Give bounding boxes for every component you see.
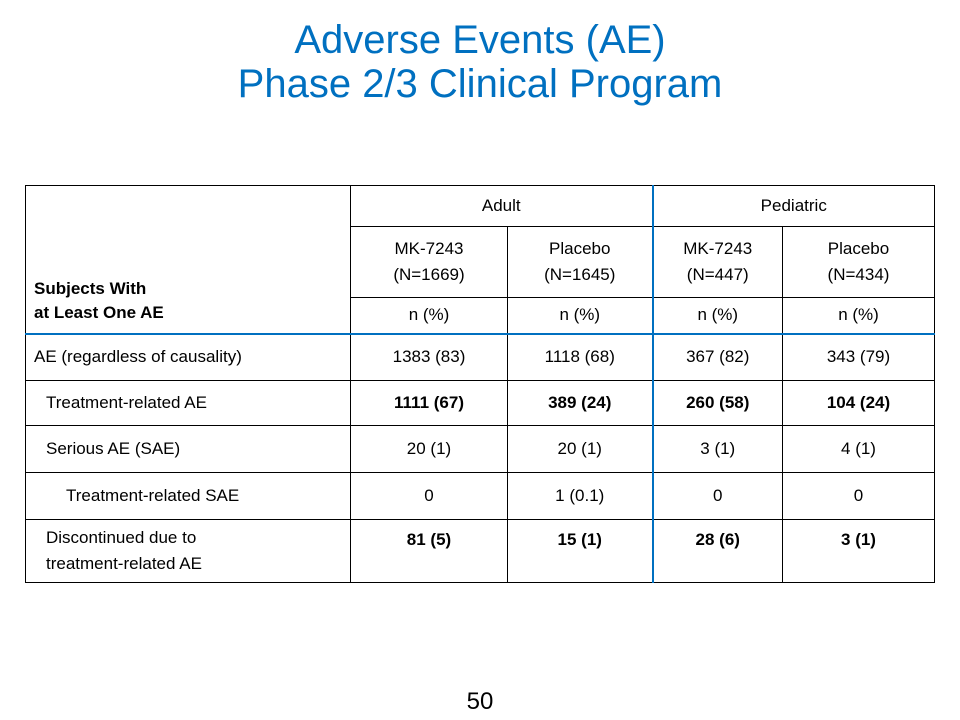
arm-name: Placebo — [549, 239, 611, 258]
table-cell: 1383 (83) — [350, 333, 508, 381]
unit-header: n (%) — [507, 297, 653, 335]
table-cell: 3 (1) — [782, 519, 935, 583]
row-label: AE (regardless of causality) — [25, 333, 351, 381]
table-cell: 28 (6) — [651, 519, 783, 583]
table-cell: 0 — [782, 472, 935, 520]
arm-n: (N=1669) — [393, 265, 465, 284]
table-cell: 367 (82) — [651, 333, 783, 381]
table-cell: 343 (79) — [782, 333, 935, 381]
table-cell: 20 (1) — [507, 425, 653, 473]
header-row-groups: Subjects With at Least One AE Adult Pedi… — [25, 185, 935, 335]
table-cell: 81 (5) — [350, 519, 508, 583]
arm-header: MK-7243 (N=447) — [651, 226, 783, 298]
row-label: Treatment-related AE — [25, 380, 351, 426]
table-row: Serious AE (SAE) 20 (1) 20 (1) 3 (1) 4 (… — [25, 425, 935, 473]
table-cell: 260 (58) — [651, 380, 783, 426]
table-cell: 104 (24) — [782, 380, 935, 426]
table-cell: 1118 (68) — [507, 333, 653, 381]
table-row: Discontinued due to treatment-related AE… — [25, 519, 935, 583]
row-header-label-line-2: at Least One AE — [34, 302, 164, 322]
table-cell: 1111 (67) — [350, 380, 508, 426]
table-cell: 389 (24) — [507, 380, 653, 426]
arm-header: Placebo (N=1645) — [507, 226, 653, 298]
table-cell: 4 (1) — [782, 425, 935, 473]
row-label: Discontinued due to treatment-related AE — [25, 519, 351, 583]
row-header-label: Subjects With at Least One AE — [25, 185, 351, 335]
table-cell: 20 (1) — [350, 425, 508, 473]
row-label-line-1: Discontinued due to — [46, 528, 197, 547]
table-cell: 0 — [350, 472, 508, 520]
title-line-2: Phase 2/3 Clinical Program — [237, 62, 723, 106]
adverse-events-table: Subjects With at Least One AE Adult Pedi… — [25, 185, 935, 583]
table-cell: 1 (0.1) — [507, 472, 653, 520]
arm-n: (N=447) — [686, 265, 749, 284]
arm-header: Placebo (N=434) — [782, 226, 935, 298]
table-row: Treatment-related AE 1111 (67) 389 (24) … — [25, 380, 935, 426]
row-label: Treatment-related SAE — [25, 472, 351, 520]
table-cell: 15 (1) — [507, 519, 653, 583]
page-number: 50 — [466, 688, 494, 715]
header-row-arms: MK-7243 (N=1669) Placebo (N=1645) MK-724… — [26, 226, 935, 298]
table-row: AE (regardless of causality) 1383 (83) 1… — [25, 333, 935, 381]
table-cell: 3 (1) — [651, 425, 783, 473]
table-row: Treatment-related SAE 0 1 (0.1) 0 0 — [25, 472, 935, 520]
arm-n: (N=434) — [827, 265, 890, 284]
row-header-label-line-1: Subjects With — [34, 278, 147, 298]
slide-title: Adverse Events (AE) Phase 2/3 Clinical P… — [0, 18, 960, 106]
group-header-pediatric: Pediatric — [651, 185, 935, 227]
unit-header: n (%) — [350, 297, 508, 335]
arm-name: MK-7243 — [394, 239, 464, 258]
row-label: Serious AE (SAE) — [25, 425, 351, 473]
arm-header: MK-7243 (N=1669) — [350, 226, 508, 298]
title-line-1: Adverse Events (AE) — [294, 18, 666, 62]
arm-name: Placebo — [827, 239, 890, 258]
group-header-adult: Adult — [350, 185, 653, 227]
row-label-line-2: treatment-related AE — [46, 554, 202, 573]
unit-header: n (%) — [651, 297, 783, 335]
table-cell: 0 — [651, 472, 783, 520]
unit-header: n (%) — [782, 297, 935, 335]
arm-name: MK-7243 — [683, 239, 753, 258]
arm-n: (N=1645) — [544, 265, 616, 284]
header-row-units: n (%) n (%) n (%) n (%) — [26, 297, 935, 335]
